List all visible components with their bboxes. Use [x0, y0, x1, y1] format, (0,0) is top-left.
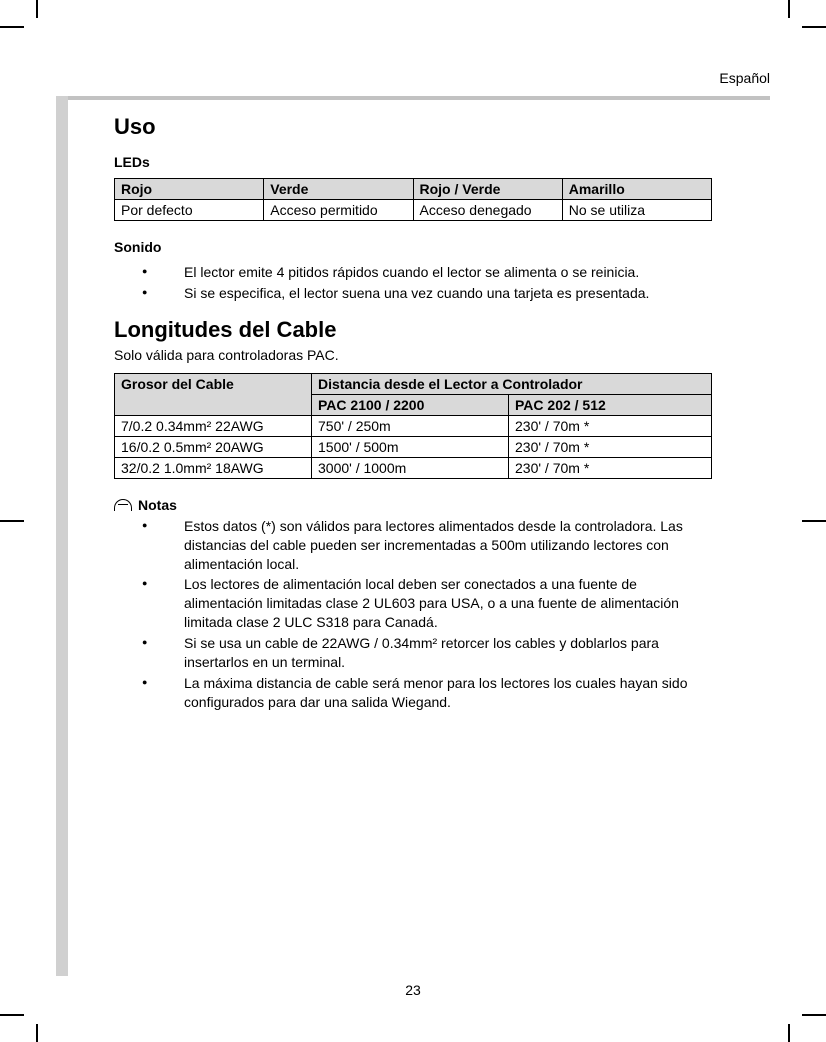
cable-cell: 32/0.2 1.0mm² 18AWG	[115, 457, 312, 478]
leds-td-0: Por defecto	[115, 200, 264, 221]
table-row: 32/0.2 1.0mm² 18AWG 3000' / 1000m 230' /…	[115, 457, 712, 478]
notas-list: Estos datos (*) son válidos para lectore…	[142, 517, 712, 712]
cable-cell: 3000' / 1000m	[312, 457, 509, 478]
table-row: 16/0.2 0.5mm² 20AWG 1500' / 500m 230' / …	[115, 436, 712, 457]
cable-subtitle: Solo válida para controladoras PAC.	[114, 347, 712, 363]
leds-td-1: Acceso permitido	[264, 200, 413, 221]
top-rule	[68, 96, 770, 100]
list-item: Si se especifica, el lector suena una ve…	[142, 284, 712, 303]
cable-cell: 230' / 70m *	[509, 457, 712, 478]
cable-cell: 1500' / 500m	[312, 436, 509, 457]
leds-td-2: Acceso denegado	[413, 200, 562, 221]
cable-th-grosor: Grosor del Cable	[115, 373, 312, 415]
table-row: 7/0.2 0.34mm² 22AWG 750' / 250m 230' / 7…	[115, 415, 712, 436]
leds-table: Rojo Verde Rojo / Verde Amarillo Por def…	[114, 178, 712, 221]
sonido-list: El lector emite 4 pitidos rápidos cuando…	[142, 263, 712, 303]
heading-leds: LEDs	[114, 154, 712, 170]
note-icon	[114, 499, 132, 511]
cable-cell: 750' / 250m	[312, 415, 509, 436]
content-area: Uso LEDs Rojo Verde Rojo / Verde Amarill…	[114, 114, 712, 720]
leds-td-3: No se utiliza	[562, 200, 711, 221]
heading-cable: Longitudes del Cable	[114, 317, 712, 343]
list-item: El lector emite 4 pitidos rápidos cuando…	[142, 263, 712, 282]
list-item: La máxima distancia de cable será menor …	[142, 674, 712, 712]
heading-sonido: Sonido	[114, 239, 712, 255]
page-number: 23	[56, 982, 770, 998]
leds-th-0: Rojo	[115, 179, 264, 200]
cable-th-distancia: Distancia desde el Lector a Controlador	[312, 373, 712, 394]
cable-cell: 7/0.2 0.34mm² 22AWG	[115, 415, 312, 436]
cable-cell: 230' / 70m *	[509, 436, 712, 457]
list-item: Si se usa un cable de 22AWG / 0.34mm² re…	[142, 634, 712, 672]
page-frame: Español Uso LEDs Rojo Verde Rojo / Verde…	[56, 40, 770, 1002]
side-rule	[56, 96, 68, 976]
cable-th-pac2100: PAC 2100 / 2200	[312, 394, 509, 415]
heading-uso: Uso	[114, 114, 712, 140]
leds-th-1: Verde	[264, 179, 413, 200]
cable-cell: 230' / 70m *	[509, 415, 712, 436]
header-language: Español	[719, 70, 770, 86]
notas-heading-row: Notas	[114, 497, 712, 513]
cable-cell: 16/0.2 0.5mm² 20AWG	[115, 436, 312, 457]
cable-table: Grosor del Cable Distancia desde el Lect…	[114, 373, 712, 479]
list-item: Estos datos (*) son válidos para lectore…	[142, 517, 712, 574]
notas-label: Notas	[138, 497, 177, 513]
leds-th-3: Amarillo	[562, 179, 711, 200]
cable-th-pac202: PAC 202 / 512	[509, 394, 712, 415]
list-item: Los lectores de alimentación local deben…	[142, 575, 712, 632]
leds-th-2: Rojo / Verde	[413, 179, 562, 200]
